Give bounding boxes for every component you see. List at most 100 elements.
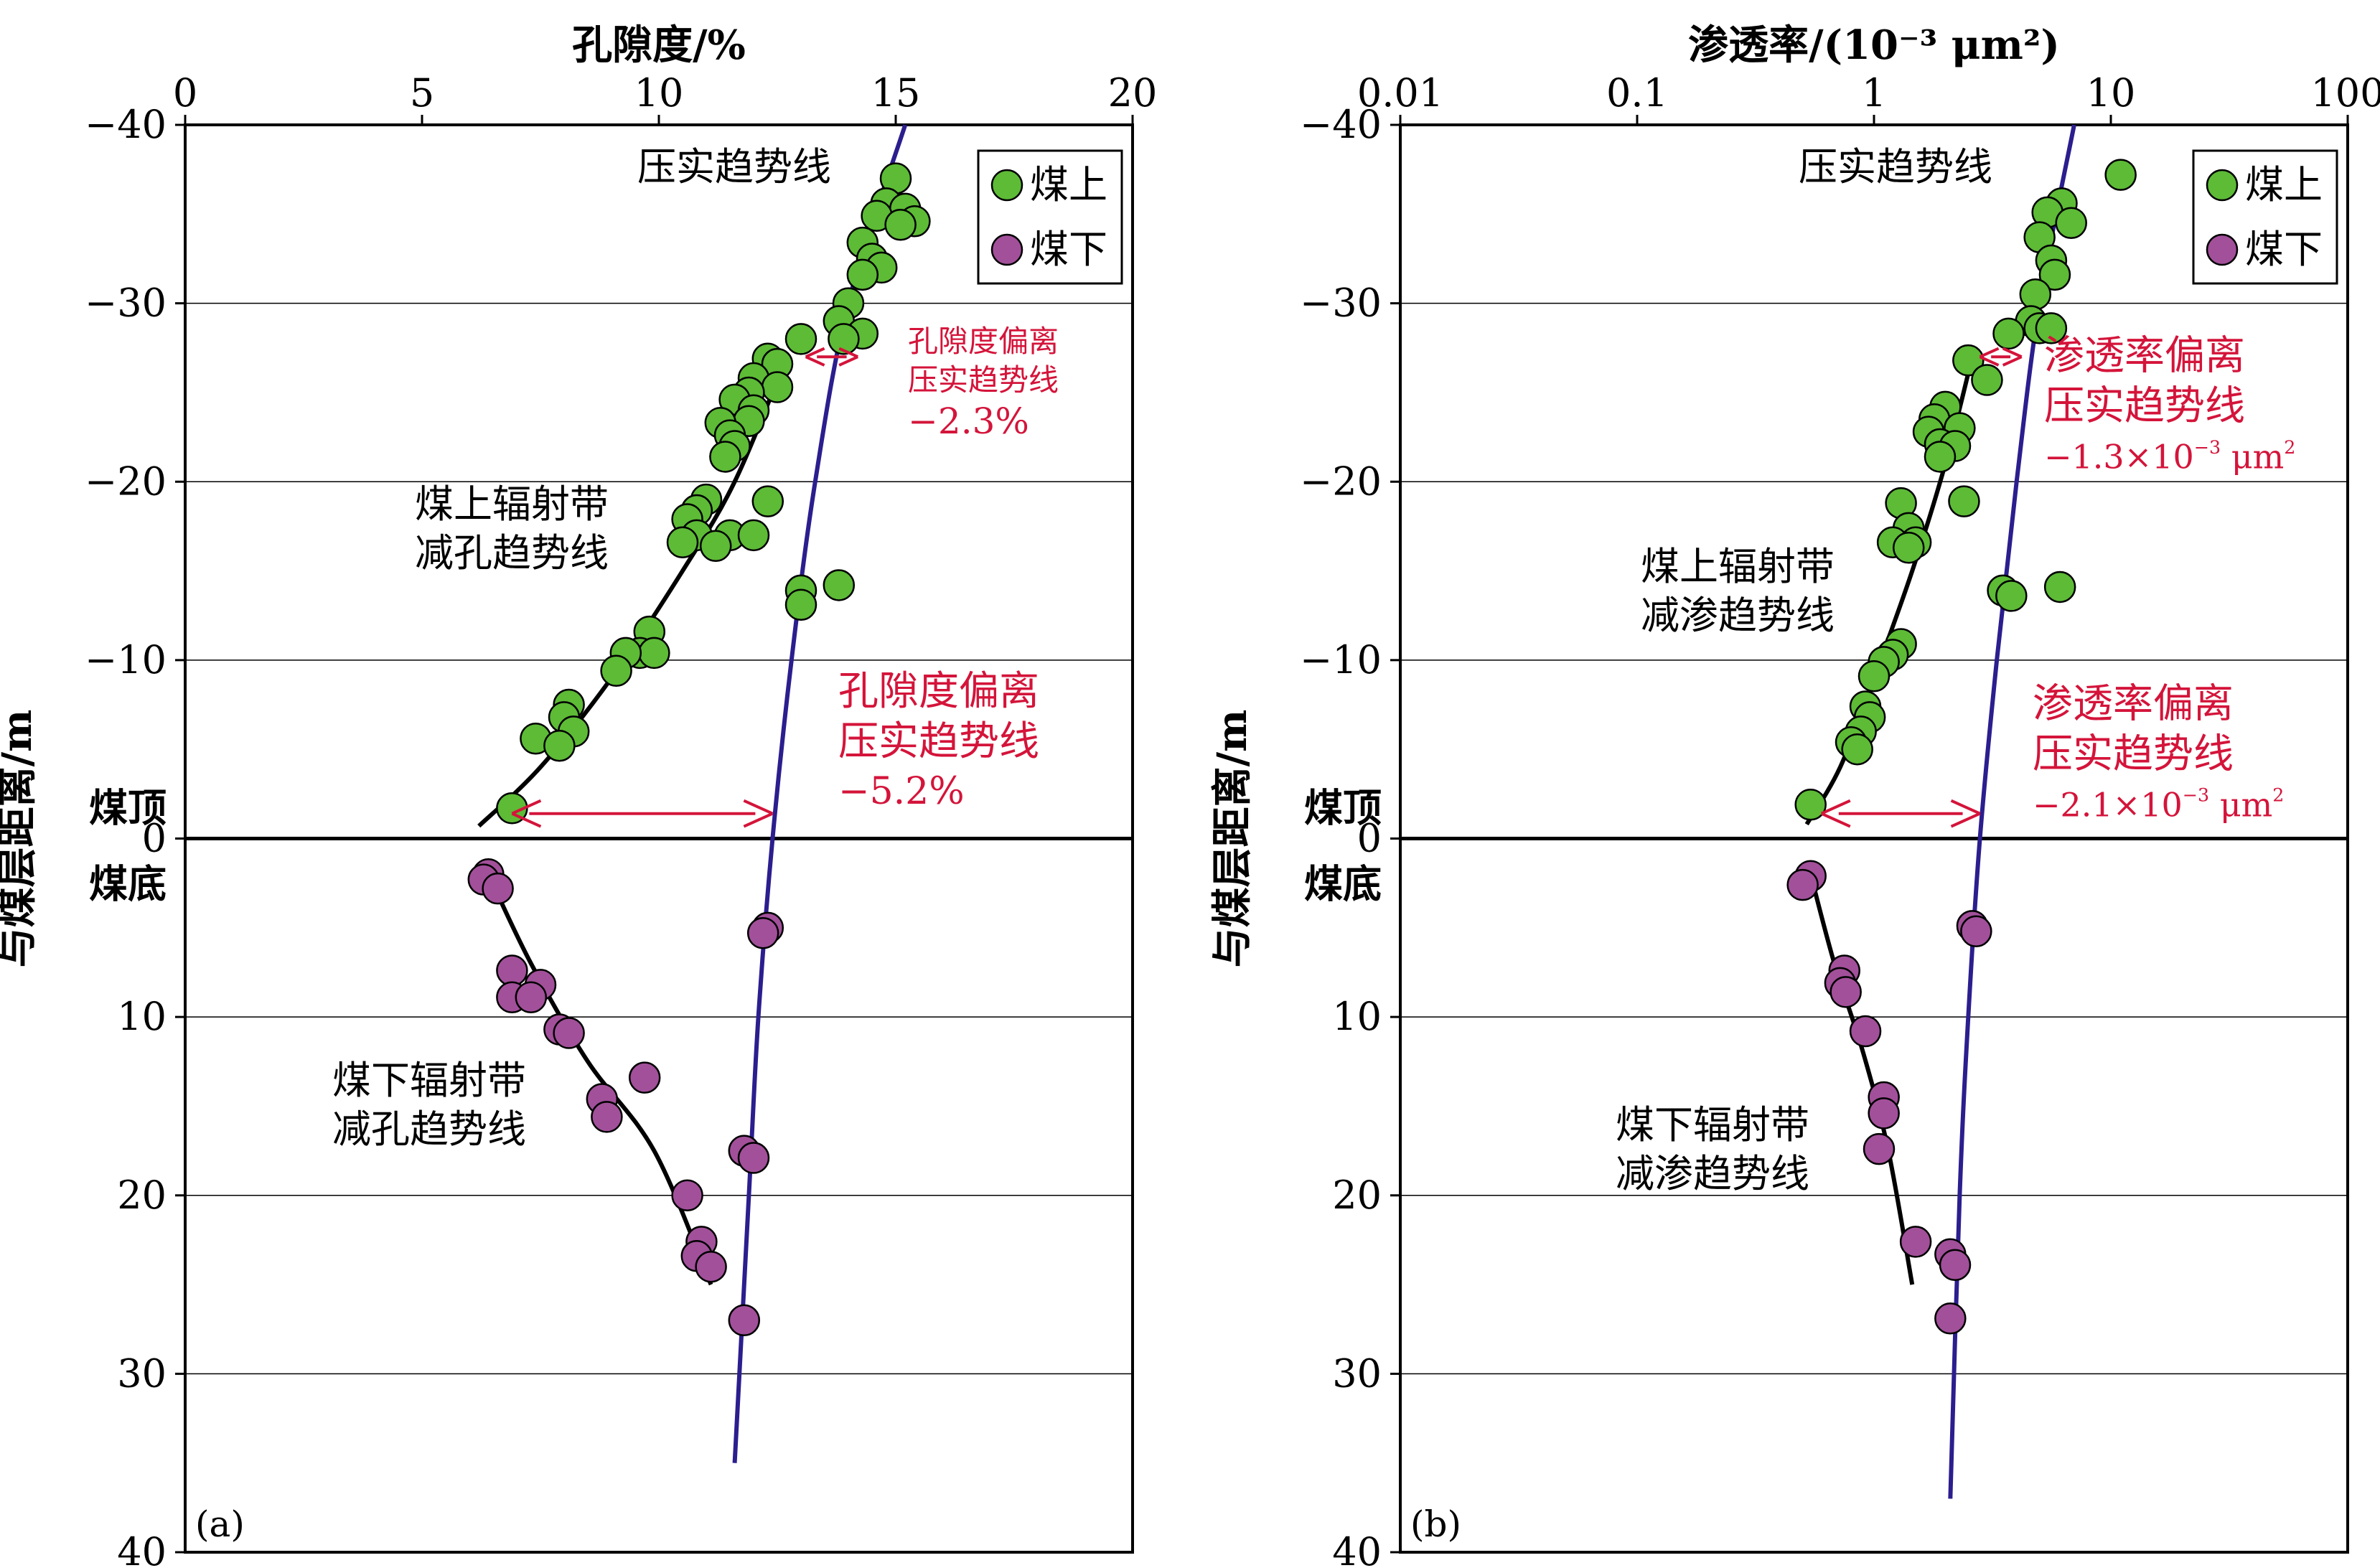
deviation-arrow-large-head-right [743, 799, 774, 828]
below-trend-label: 减孔趋势线 [332, 1107, 526, 1152]
point-below-seam [482, 872, 514, 905]
point-above-seam [761, 371, 794, 403]
point-below-seam [1786, 868, 1819, 901]
y-tick-label: −10 [85, 637, 167, 682]
deviation-value-small: −2.3% [908, 400, 1029, 442]
deviation-arrow-small-head-left [1979, 347, 2000, 367]
point-above-seam [1857, 660, 1891, 693]
point-above-seam [1924, 441, 1957, 473]
point-above-seam [638, 637, 670, 670]
deviation-arrow-large-head-right [1950, 799, 1981, 828]
y-tick-label: −30 [85, 281, 167, 326]
coal-floor-label: 煤底 [1304, 861, 1382, 907]
point-below-seam [1868, 1097, 1900, 1130]
point-above-seam [600, 654, 632, 687]
point-above-seam [2019, 278, 2052, 311]
point-below-seam [695, 1250, 727, 1283]
point-above-seam [666, 526, 699, 559]
deviation-value-small: −1.3×10−3 μm2 [2044, 437, 2295, 476]
legend-marker-above [990, 169, 1023, 202]
deviation-label-large: 渗透率偏离 [2033, 680, 2234, 727]
y-tick-label: −30 [1300, 281, 1382, 326]
y-tick-label: −40 [85, 102, 167, 147]
point-above-seam [1995, 580, 2028, 612]
x-tick-label: 0 [173, 70, 197, 116]
deviation-label-large: 孔隙度偏离 [838, 668, 1039, 715]
point-below-seam [553, 1017, 585, 1049]
point-above-seam [1992, 317, 2025, 350]
panel-label: (a) [195, 1503, 245, 1545]
point-below-seam [1934, 1302, 1967, 1335]
point-above-seam [699, 530, 732, 563]
y-tick-label: 20 [117, 1173, 167, 1218]
x-tick-label: 15 [871, 70, 921, 116]
panel-b: 0.01 0.1 1 10 100 渗透率/(10⁻³ μm²) −40 −30 −20 −10 0… [1209, 22, 2380, 1568]
x-tick-label: 1 [1862, 70, 1886, 116]
point-above-seam [823, 569, 856, 601]
point-above-seam [751, 485, 784, 517]
above-seam-trend-line [477, 356, 789, 828]
deviation-value-large: −2.1×10−3 μm2 [2033, 785, 2284, 825]
x-tick-label: 5 [410, 70, 434, 116]
point-below-seam [496, 954, 528, 987]
y-tick-label: −20 [85, 459, 167, 504]
legend-marker-below [990, 233, 1023, 266]
x-tick-label: 20 [1108, 70, 1158, 116]
y-tick-label: 20 [1332, 1173, 1382, 1218]
coal-roof-label: 煤顶 [1304, 785, 1382, 831]
deviation-label-small: 孔隙度偏离 [908, 324, 1059, 359]
point-below-seam [1960, 915, 1992, 948]
deviation-label-large: 压实趋势线 [2033, 731, 2234, 777]
y-axis-title: 与煤层距离/m [0, 710, 41, 968]
point-above-seam [1971, 364, 2003, 396]
point-above-seam [784, 588, 817, 621]
point-below-seam [628, 1061, 661, 1094]
below-trend-label: 煤下辐射带 [332, 1058, 526, 1103]
point-above-seam [737, 519, 770, 552]
point-above-seam [1794, 789, 1827, 821]
point-above-seam [1948, 485, 1980, 517]
point-above-seam [2038, 258, 2071, 291]
point-above-seam [1841, 733, 1873, 766]
above-trend-label: 减渗趋势线 [1641, 593, 1835, 638]
y-tick-label: 40 [117, 1529, 167, 1568]
deviation-label-small: 压实趋势线 [2044, 383, 2245, 430]
point-below-seam [737, 1142, 770, 1174]
point-above-seam [1952, 344, 1985, 377]
point-above-seam [2035, 312, 2068, 344]
above-trend-label: 煤上辐射带 [1641, 544, 1835, 589]
legend-marker-below [2206, 233, 2239, 266]
point-below-seam [515, 981, 548, 1014]
x-axis-title: 渗透率/(10⁻³ μm²) [1688, 22, 2060, 69]
below-trend-label: 煤下辐射带 [1616, 1102, 1809, 1147]
x-tick-label: 0.1 [1606, 70, 1668, 116]
legend-marker-above [2206, 169, 2239, 202]
deviation-arrow-large-head-left [511, 799, 542, 828]
point-below-seam [1849, 1015, 1882, 1048]
x-tick-label: 10 [2086, 70, 2136, 116]
deviation-label-small: 压实趋势线 [908, 362, 1059, 398]
below-trend-label: 减渗趋势线 [1616, 1151, 1809, 1196]
y-tick-label: 10 [117, 994, 167, 1039]
y-tick-label: −40 [1300, 102, 1382, 147]
y-tick-label: 0 [1357, 816, 1382, 861]
point-below-seam [591, 1101, 623, 1133]
x-tick-label: 100 [2310, 70, 2380, 116]
point-above-seam [828, 323, 860, 355]
point-below-seam [1939, 1249, 1972, 1281]
deviation-arrow-small-head-right [838, 347, 859, 367]
coal-roof-label: 煤顶 [89, 785, 167, 831]
point-below-seam [1829, 976, 1862, 1008]
deviation-arrow-small-head-left [805, 347, 825, 367]
point-above-seam [709, 441, 741, 473]
y-tick-label: 0 [142, 816, 167, 861]
y-tick-label: 30 [117, 1351, 167, 1396]
x-axis-title: 孔隙度/% [572, 22, 746, 69]
point-above-seam [884, 208, 917, 241]
coal-floor-label: 煤底 [89, 861, 167, 907]
point-above-seam [2055, 207, 2087, 239]
point-below-seam [1863, 1132, 1896, 1165]
y-tick-label: −20 [1300, 459, 1382, 504]
y-tick-label: 10 [1332, 994, 1382, 1039]
